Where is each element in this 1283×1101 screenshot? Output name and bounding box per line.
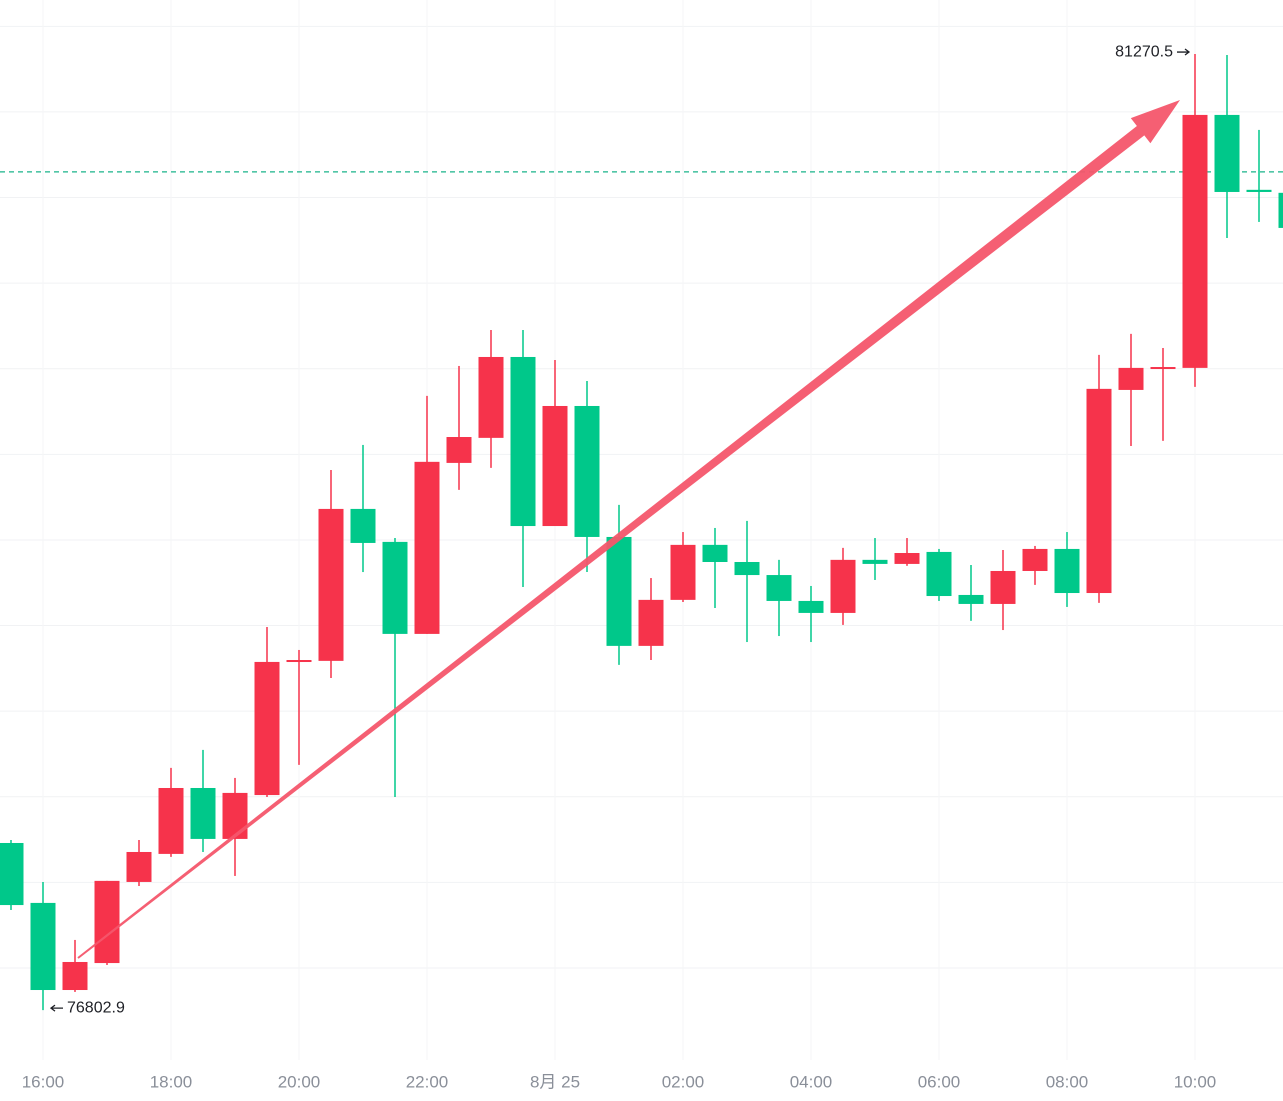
candle-body [510,356,536,527]
candle-body [126,851,152,882]
min-arrow [49,1004,63,1012]
candle-body [62,961,88,991]
x-tick-label: 10:00 [1174,1072,1217,1091]
candle-body [222,792,248,839]
min-label: 76802.9 [67,999,125,1016]
labels: 16:00 18:00 20:00 22:00 8月 25 02:00 04:00 06:00… [22,43,1217,1091]
x-tick-label: 8月 25 [530,1072,580,1091]
candle-body [958,594,984,604]
x-tick-label: 22:00 [406,1072,449,1091]
trend-arrow [77,100,1180,959]
max-arrow [1177,48,1191,56]
candle-body [190,787,216,839]
x-tick-label: 20:00 [278,1072,321,1091]
candle-body [94,880,120,964]
candle-body [766,575,792,601]
candle-body [1278,192,1283,228]
candle-body [1150,367,1176,370]
candle-body [1182,114,1208,368]
candle-body [158,787,184,854]
grid [0,25,1283,969]
candle-body [30,902,56,991]
candle-body [862,559,888,564]
candle-body [606,536,632,646]
candle-body [798,600,824,613]
candle-body [1214,114,1240,192]
candle-body [990,570,1016,604]
candle-body [670,544,696,600]
x-tick-label: 16:00 [22,1072,65,1091]
candle-body [382,541,408,634]
candle-body [1246,189,1272,192]
x-tick-label: 02:00 [662,1072,705,1091]
x-tick-label: 04:00 [790,1072,833,1091]
candle-body [350,508,376,543]
candle-body [446,437,472,463]
candle-body [542,405,568,527]
candle-body [638,599,664,646]
candle-body [254,661,280,796]
candle-body [414,461,440,634]
x-tick-label: 18:00 [150,1072,193,1091]
candle-body [894,553,920,564]
candle-body [1054,548,1080,594]
candle-body [574,405,600,537]
candle-body [0,842,24,906]
candle-body [926,551,952,597]
max-label: 81270.5 [1115,43,1173,60]
candle-body [318,508,344,661]
candle-body [1022,548,1048,571]
candles [0,54,1283,1011]
candle-body [286,660,312,663]
candle-body [478,356,504,438]
candle-body [830,559,856,613]
candle-body [702,544,728,562]
candle-body [1086,388,1112,594]
candle-body [1118,367,1144,390]
x-tick-label: 06:00 [918,1072,961,1091]
candle-body [734,561,760,576]
x-tick-label: 08:00 [1046,1072,1089,1091]
